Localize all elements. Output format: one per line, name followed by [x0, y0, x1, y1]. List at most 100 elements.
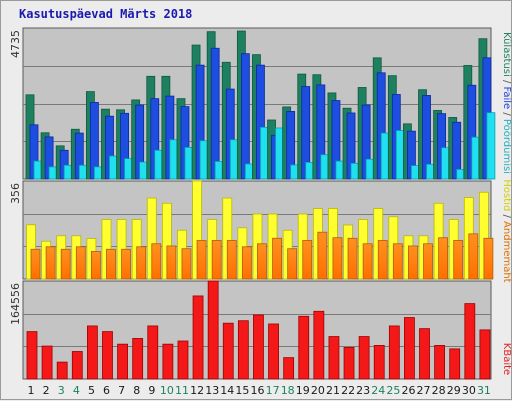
kbytes-bar: [71, 351, 83, 380]
kbytes-bar: [177, 340, 189, 380]
kbytes-bar: [298, 315, 310, 380]
day-label: 5: [88, 384, 95, 397]
legend-hosts: Hostid: [501, 179, 512, 211]
kbytes-bar: [253, 314, 264, 380]
kbytes-bar: [328, 336, 340, 380]
kbytes-bar: [479, 329, 491, 380]
files-bar: [210, 47, 220, 180]
page-title: Kasutuspäevad Märts 2018: [19, 7, 193, 21]
day-label: 6: [103, 384, 110, 397]
bandwidth-bar: [75, 246, 86, 280]
bandwidth-bar: [106, 248, 116, 280]
day-label: 14: [220, 384, 234, 397]
day-label: 28: [432, 384, 446, 397]
day-label: 2: [43, 384, 50, 397]
kbytes-bar: [313, 310, 325, 380]
bandwidth-bar: [211, 240, 222, 280]
kbytes-bar: [162, 343, 174, 380]
day-label: 22: [341, 384, 355, 397]
kbytes-bar: [237, 320, 249, 380]
top-y-max-label: 4735: [9, 30, 22, 58]
day-label: 31: [477, 384, 491, 397]
kbytes-bar: [283, 357, 295, 380]
day-label: 17: [266, 384, 280, 397]
kbytes-bar: [358, 336, 370, 380]
bandwidth-bar: [30, 248, 41, 280]
legend-separator: /: [501, 211, 512, 221]
bandwidth-bar: [377, 240, 388, 280]
day-label: 29: [447, 384, 461, 397]
kbytes-bar: [192, 295, 204, 380]
bandwidth-bar: [347, 237, 358, 280]
bandwidth-bar: [121, 248, 131, 280]
middle-legend: Hostid / Andmemaht: [501, 179, 512, 282]
middle-y-max-label: 356: [9, 183, 22, 204]
bandwidth-bar: [483, 237, 494, 280]
bandwidth-bar: [468, 233, 479, 280]
bandwidth-bar: [287, 248, 298, 280]
kbytes-bar: [373, 345, 385, 380]
day-label: 15: [235, 384, 249, 397]
kbytes-bar: [132, 338, 144, 380]
kbytes-bar: [449, 348, 461, 380]
day-label: 4: [73, 384, 80, 397]
kbytes-bar: [147, 325, 159, 380]
day-label: 25: [386, 384, 400, 397]
day-label: 8: [133, 384, 140, 397]
kbytes-bar: [419, 328, 430, 380]
bandwidth-bar: [257, 243, 267, 280]
kbytes-bar: [404, 317, 415, 380]
bandwidth-bar: [90, 251, 101, 280]
top-legend: Külastusi / Faile / Pöördumisi: [501, 32, 512, 174]
legend-separator: /: [501, 109, 512, 119]
kbytes-bar: [56, 361, 68, 380]
bandwidth-bar: [423, 243, 433, 280]
day-label: 21: [326, 384, 340, 397]
kbytes-bar: [343, 347, 355, 380]
day-label: 18: [281, 384, 295, 397]
day-label: 7: [118, 384, 125, 397]
bandwidth-bar: [226, 240, 237, 280]
day-label: 3: [58, 384, 65, 397]
bandwidth-bar: [438, 237, 449, 280]
bandwidth-bar: [136, 246, 147, 280]
day-label: 30: [462, 384, 476, 397]
day-label: 23: [356, 384, 370, 397]
bandwidth-bar: [60, 248, 71, 280]
bandwidth-bar: [272, 237, 282, 280]
legend-files: Faile: [501, 87, 512, 110]
bottom-legend: KBaite: [501, 343, 512, 375]
bandwidth-bar: [317, 231, 328, 280]
day-label: 24: [371, 384, 385, 397]
bandwidth-bar: [453, 240, 464, 280]
day-label: 19: [296, 384, 310, 397]
files-bar: [240, 53, 250, 180]
legend-hits: Pöördumisi: [501, 119, 512, 174]
day-label: 12: [190, 384, 204, 397]
kbytes-bar: [434, 345, 446, 380]
kbytes-bar: [86, 325, 98, 380]
bandwidth-bar: [166, 245, 177, 280]
bandwidth-bar: [408, 245, 418, 280]
bandwidth-bar: [302, 240, 313, 280]
bandwidth-bar: [362, 243, 373, 280]
kbytes-bar: [207, 280, 219, 380]
kbytes-bar: [268, 323, 279, 380]
kbytes-bar: [222, 322, 234, 380]
bandwidth-bar: [196, 240, 207, 280]
bottom-y-max-label: 164556: [9, 283, 22, 325]
day-label: 11: [175, 384, 189, 397]
bandwidth-bar: [241, 246, 252, 280]
bandwidth-bar: [392, 243, 403, 280]
kbytes-bar: [464, 303, 476, 380]
day-label: 10: [160, 384, 174, 397]
bandwidth-bar: [151, 243, 162, 280]
day-label: 9: [148, 384, 155, 397]
kbytes-bar: [41, 345, 53, 380]
day-label: 27: [417, 384, 431, 397]
day-label: 26: [401, 384, 415, 397]
kbytes-bar: [388, 325, 400, 380]
bandwidth-bar: [181, 248, 192, 280]
legend-visits: Külastusi: [501, 32, 512, 77]
